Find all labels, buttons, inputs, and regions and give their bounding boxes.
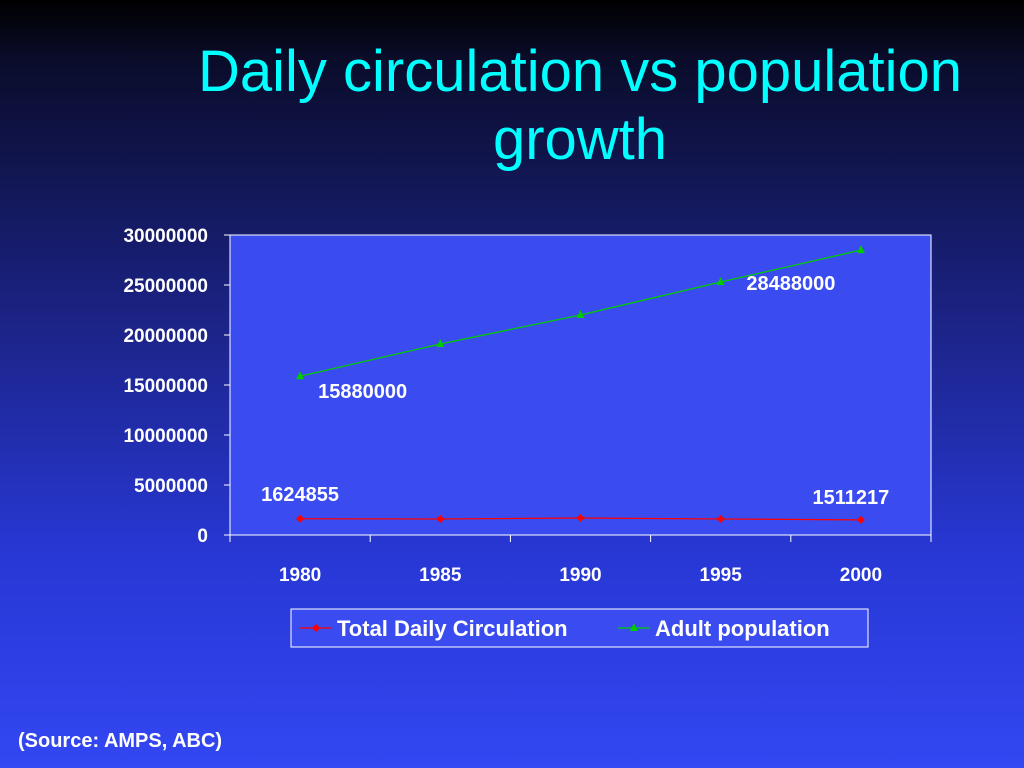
legend-box [290,608,869,648]
y-tick-label: 15000000 [123,376,208,397]
y-tick-label: 10000000 [123,426,208,447]
data-label: 28488000 [746,273,835,295]
data-point-circulation [296,514,305,523]
legend-label: Total Daily Circulation [337,616,568,641]
data-label: 15880000 [318,381,407,403]
data-label: 1624855 [261,484,339,506]
data-point-population [576,310,585,318]
x-tick-label: 2000 [840,565,882,586]
source-note: (Source: AMPS, ABC) [18,730,223,752]
data-label: 1511217 [813,487,890,509]
y-tick-label: 25000000 [123,276,208,297]
data-point-population [296,371,305,380]
x-tick-label: 1990 [559,565,601,586]
x-tick-label: 1995 [700,565,743,586]
data-point-circulation [576,514,585,522]
x-tick-label: 1985 [419,565,462,586]
y-tick-label: 0 [197,526,208,547]
y-tick-label: 30000000 [123,226,208,247]
slide-title: Daily circulation vs population growth [197,39,963,172]
y-tick-label: 5000000 [134,476,208,497]
y-tick-label: 20000000 [123,326,208,347]
data-point-population [436,339,445,347]
legend-swatch-marker [630,623,638,631]
plot-area [229,234,932,536]
x-tick-label: 1980 [279,565,321,586]
data-point-circulation [436,515,445,523]
data-point-population [716,277,725,285]
data-point-circulation [856,515,865,524]
data-point-circulation [716,515,725,523]
data-point-population [856,245,865,254]
legend-swatch-marker [312,624,320,632]
legend-label: Adult population [655,616,830,641]
